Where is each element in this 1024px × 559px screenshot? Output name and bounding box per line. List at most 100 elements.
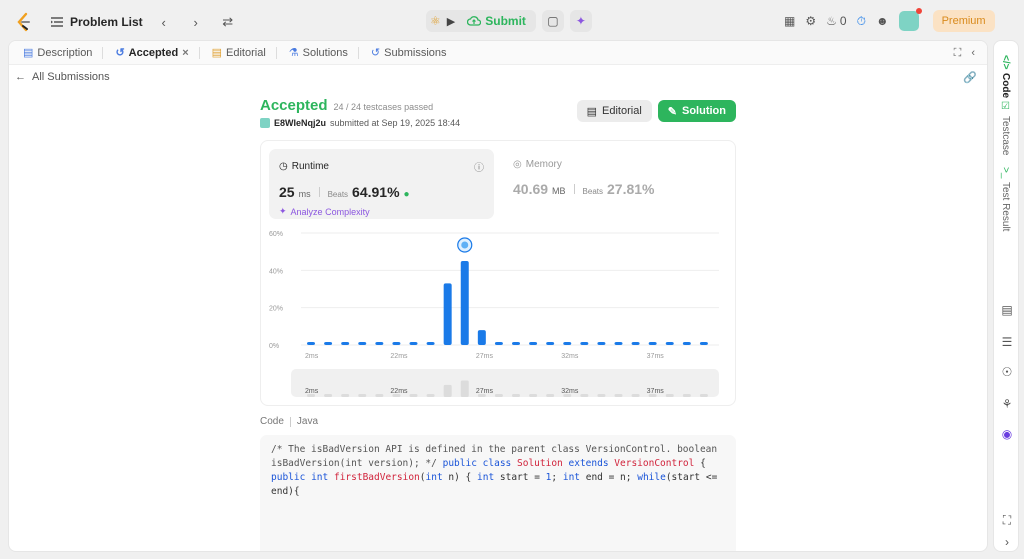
history-icon: ↺ xyxy=(115,47,125,59)
chart-bar[interactable] xyxy=(580,342,589,345)
clock-icon: ◷ xyxy=(279,161,288,172)
tab-bar: ▤ Description ↺ Accepted × ▤ Editorial ⚗… xyxy=(9,41,987,65)
tab-submissions[interactable]: ↺ Submissions xyxy=(365,46,453,60)
tab-description[interactable]: ▤ Description xyxy=(17,46,109,59)
chart-bar[interactable] xyxy=(426,342,435,345)
premium-button[interactable]: Premium xyxy=(932,10,995,32)
debug-icon[interactable]: ⚛ xyxy=(430,14,441,28)
runtime-panel[interactable]: ◷ Runtime ⓘ 25 ms Beats 64.91% ● ✦ Analyz… xyxy=(269,149,494,219)
code-language: Java xyxy=(296,416,319,427)
x-tick-label: 37ms xyxy=(647,353,665,360)
chart-bar[interactable] xyxy=(494,342,503,345)
username[interactable]: E8WIeNqj2u xyxy=(274,118,327,128)
beats-label: Beats xyxy=(327,190,349,199)
tab-label: Accepted xyxy=(128,46,179,59)
shuffle-icon[interactable]: ⇄ xyxy=(222,14,234,29)
avatar[interactable] xyxy=(898,8,922,31)
info-icon[interactable]: ⓘ xyxy=(474,163,484,174)
navigator-bar xyxy=(563,394,572,397)
nodes-icon[interactable]: ⚘ xyxy=(1001,397,1013,411)
tab-label: Solutions xyxy=(302,46,348,59)
chart-bar[interactable] xyxy=(409,342,418,345)
status-accepted: Accepted xyxy=(260,97,328,114)
chart-bar[interactable] xyxy=(392,342,401,345)
runtime-distribution-chart[interactable]: 60% 40% 20% 0% 2ms 22ms 27ms 32ms 37ms 2ms 22ms 27m… xyxy=(269,225,729,401)
submit-button[interactable]: Submit xyxy=(461,14,532,28)
chart-bar[interactable] xyxy=(341,342,350,345)
tab-accepted[interactable]: ↺ Accepted × xyxy=(109,46,205,59)
chart-bar[interactable] xyxy=(597,342,606,345)
streak-counter[interactable]: ♨ 0 xyxy=(826,14,846,28)
chart-bar[interactable] xyxy=(512,342,520,345)
chart-bar[interactable] xyxy=(529,342,538,345)
tab-label: Submissions xyxy=(384,46,447,59)
run-icon[interactable]: ▶ xyxy=(446,15,456,28)
navigator-tick-label: 32ms xyxy=(561,388,579,395)
chart-bar[interactable] xyxy=(477,330,486,345)
broadcast-icon[interactable]: ☉ xyxy=(1001,365,1013,379)
problem-list-button[interactable]: Problem List xyxy=(50,15,143,29)
maximize-icon[interactable]: ⛶ xyxy=(1002,513,1012,527)
memory-panel[interactable]: ◎ Memory 40.69 MB Beats 27.81% xyxy=(513,159,713,197)
tab-solutions[interactable]: ⚗ Solutions xyxy=(283,46,365,59)
submission-info: E8WIeNqj2u submitted at Sep 19, 2025 18:… xyxy=(260,118,460,128)
chart-bar[interactable] xyxy=(699,342,708,345)
add-friend-icon[interactable]: ☻ xyxy=(875,14,889,28)
all-submissions-link[interactable]: ← All Submissions xyxy=(15,71,110,83)
chart-bar[interactable] xyxy=(614,342,623,345)
navigator-tick-label: 37ms xyxy=(647,388,665,395)
prev-problem-icon[interactable]: ‹ xyxy=(161,14,166,30)
navigator-bar xyxy=(580,394,589,397)
navigator-bar xyxy=(409,394,418,397)
chart-bar[interactable] xyxy=(682,342,691,345)
share-link-icon[interactable]: 🔗 xyxy=(963,72,977,84)
code-header: Code Java xyxy=(260,416,736,427)
analyze-complexity-link[interactable]: ✦ Analyze Complexity xyxy=(279,206,484,217)
panel-controls: ⛶ ‹ xyxy=(954,47,975,60)
notes-button[interactable]: ▢ xyxy=(541,10,564,32)
book-icon[interactable]: ▤ xyxy=(1001,303,1013,317)
maximize-icon[interactable]: ⛶ xyxy=(953,47,962,59)
testcases-passed: 24 / 24 testcases passed xyxy=(333,102,434,112)
navigator-bar xyxy=(324,394,333,397)
book-icon: ▤ xyxy=(211,47,223,59)
chart-bar[interactable] xyxy=(375,342,384,345)
close-icon[interactable]: × xyxy=(182,46,189,59)
chart-bar[interactable] xyxy=(631,342,640,345)
next-problem-icon[interactable]: › xyxy=(193,14,198,30)
tab-code[interactable]: </> Code xyxy=(1000,55,1011,98)
tab-test-result[interactable]: >_ Test Result xyxy=(1000,167,1011,232)
navigator-bar xyxy=(614,394,623,397)
back-label: All Submissions xyxy=(32,71,110,83)
tab-testcase[interactable]: ☑ Testcase xyxy=(1000,101,1011,155)
chart-bar[interactable] xyxy=(563,342,572,345)
chart-bar[interactable] xyxy=(324,342,333,345)
chart-bar[interactable] xyxy=(358,342,367,345)
x-tick-label: 27ms xyxy=(476,353,494,360)
translate-icon[interactable]: ☰ xyxy=(1001,335,1013,349)
layout-icon[interactable]: ▦ xyxy=(784,14,796,28)
x-tick-label: 22ms xyxy=(390,353,408,360)
collapse-icon[interactable]: ‹ xyxy=(971,47,975,59)
chart-bar[interactable] xyxy=(665,342,674,345)
top-bar: Problem List ‹ › ⇄ ⚛ ▶ Submit ▢ ✦ ▦ ⚙ ♨ … xyxy=(0,0,1024,42)
timer-icon[interactable]: ⏱ xyxy=(856,13,866,28)
ai-button[interactable]: ✦ xyxy=(569,10,592,32)
gear-icon[interactable]: ⚙ xyxy=(805,14,817,28)
code-block[interactable]: /* The isBadVersion API is defined in th… xyxy=(260,435,736,551)
chart-bar[interactable] xyxy=(648,342,657,345)
chart-bar[interactable] xyxy=(443,283,452,345)
leetcode-logo[interactable] xyxy=(14,12,34,32)
chart-bar[interactable] xyxy=(546,342,555,345)
solution-button[interactable]: ✎ Solution xyxy=(657,100,736,122)
assistant-icon[interactable]: ◉ xyxy=(1001,427,1013,441)
tab-editorial[interactable]: ▤ Editorial xyxy=(206,46,283,59)
chart-bar[interactable] xyxy=(307,342,315,345)
chevron-right-icon[interactable]: › xyxy=(1005,535,1009,549)
navigator-bar xyxy=(494,394,503,397)
range-navigator[interactable] xyxy=(291,369,719,397)
editorial-button[interactable]: ▤ Editorial xyxy=(576,100,652,122)
navigator-bar xyxy=(358,394,367,397)
chart-bar[interactable] xyxy=(460,261,469,345)
tab-label: Testcase xyxy=(1000,116,1011,156)
